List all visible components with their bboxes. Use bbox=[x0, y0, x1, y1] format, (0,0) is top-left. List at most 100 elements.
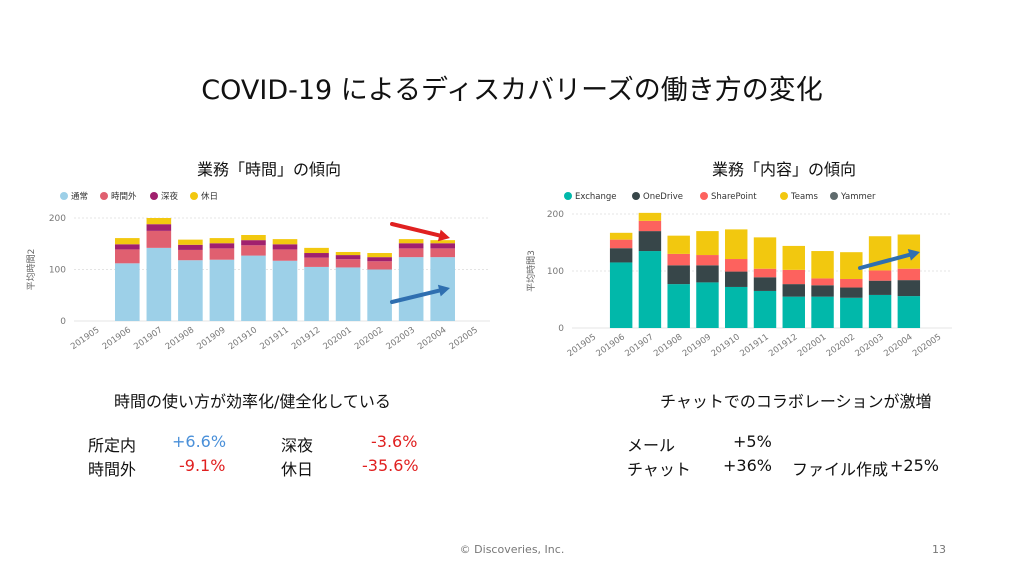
legend-label: 深夜 bbox=[161, 191, 179, 202]
bar-segment bbox=[430, 243, 455, 249]
bar-segment bbox=[398, 248, 424, 258]
bar-segment bbox=[840, 297, 863, 328]
bar-segment bbox=[609, 239, 633, 249]
stat-value-chat: +36% bbox=[723, 456, 772, 475]
stat-label-jikangai: 時間外 bbox=[88, 460, 137, 479]
bar-segment bbox=[753, 277, 777, 291]
bar-segment bbox=[667, 235, 690, 254]
bar-segment bbox=[209, 243, 235, 249]
bar-segment bbox=[178, 260, 203, 321]
bar-segment bbox=[868, 280, 892, 295]
legend-marker bbox=[564, 192, 572, 200]
page-title: COVID-19 によるディスカバリーズの働き方の変化 bbox=[201, 75, 823, 106]
bar-segment bbox=[609, 232, 633, 240]
bar-segment bbox=[209, 259, 235, 321]
x-tick-label: 202003 bbox=[385, 325, 417, 352]
x-tick-label: 202003 bbox=[853, 332, 885, 357]
stat-value-file: +25% bbox=[890, 456, 939, 475]
bar-segment bbox=[398, 257, 424, 321]
legend-marker bbox=[700, 192, 708, 200]
bar-segment bbox=[638, 220, 662, 232]
bar-segment bbox=[725, 271, 748, 287]
legend-marker bbox=[150, 192, 158, 200]
right-caption: チャットでのコラボレーションが激増 bbox=[660, 392, 932, 411]
bar-segment bbox=[609, 262, 633, 328]
bar-segment bbox=[209, 238, 235, 244]
bar-segment bbox=[241, 255, 266, 321]
x-tick-label: 202001 bbox=[796, 332, 828, 357]
bar-segment bbox=[811, 296, 834, 328]
bar-segment bbox=[241, 240, 266, 246]
stat-value-shoteinai: +6.6% bbox=[172, 432, 227, 451]
x-tick-label: 201910 bbox=[227, 325, 259, 352]
bar-segment bbox=[178, 249, 203, 261]
x-tick-label: 202005 bbox=[448, 325, 480, 352]
bar-segment bbox=[335, 255, 361, 260]
y-tick-label: 0 bbox=[60, 317, 66, 327]
legend-marker bbox=[190, 192, 198, 200]
y-tick-label: 100 bbox=[49, 266, 66, 276]
bar-segment bbox=[146, 218, 172, 225]
legend-label: Teams bbox=[790, 192, 818, 202]
bar-segment bbox=[725, 229, 748, 260]
bar-segment bbox=[115, 244, 140, 250]
red-arrow-shaft bbox=[390, 222, 442, 238]
blue-arrow-right-head bbox=[907, 249, 920, 261]
x-tick-label: 201909 bbox=[195, 325, 227, 352]
x-tick-label: 201905 bbox=[566, 332, 598, 357]
y-tick-label: 100 bbox=[547, 267, 564, 277]
bar-segment bbox=[696, 265, 719, 283]
bar-segment bbox=[667, 265, 690, 285]
blue-arrow-right-shaft bbox=[858, 252, 912, 270]
bar-segment bbox=[178, 239, 203, 245]
bar-segment bbox=[146, 224, 172, 231]
x-tick-label: 201912 bbox=[767, 332, 799, 357]
bar-segment bbox=[868, 294, 892, 328]
bar-segment bbox=[753, 268, 777, 278]
stat-value-mail: +5% bbox=[733, 432, 772, 451]
x-tick-label: 201911 bbox=[738, 332, 770, 357]
x-tick-label: 201910 bbox=[710, 332, 742, 357]
bar-segment bbox=[696, 255, 719, 266]
blue-arrow-left-head bbox=[437, 284, 450, 297]
bar-segment bbox=[241, 245, 266, 256]
bar-segment bbox=[178, 244, 203, 250]
bar-segment bbox=[398, 239, 424, 244]
x-tick-label: 201909 bbox=[681, 332, 713, 357]
x-tick-label: 201911 bbox=[258, 325, 290, 352]
bar-segment bbox=[115, 238, 140, 245]
content-chart: 平均時間3 0 100 200 201905 201906 201907 201908 2019… bbox=[520, 182, 960, 361]
stat-label-shinya: 深夜 bbox=[281, 436, 314, 455]
legend-label: Yammer bbox=[840, 192, 876, 202]
legend-label: 休日 bbox=[201, 191, 218, 202]
bar-segment bbox=[335, 251, 361, 256]
bar-segment bbox=[335, 259, 361, 268]
bar-segment bbox=[430, 240, 455, 244]
stat-value-kyujitsu: -35.6% bbox=[362, 456, 419, 475]
bar-segment bbox=[241, 234, 266, 241]
bar-segment bbox=[782, 245, 805, 270]
bar-segment bbox=[304, 266, 329, 321]
left-caption: 時間の使い方が効率化/健全化している bbox=[114, 392, 391, 411]
x-tick-label: 201907 bbox=[623, 332, 655, 357]
bar-segment bbox=[304, 257, 329, 267]
bar-segment bbox=[782, 296, 805, 328]
y-axis-label: 平均時間2 bbox=[25, 249, 37, 291]
bar-segment bbox=[304, 247, 329, 254]
bar-segment bbox=[209, 248, 235, 260]
y-axis-label: 平均時間3 bbox=[525, 250, 537, 292]
legend-label: OneDrive bbox=[643, 192, 683, 202]
bar-segment bbox=[609, 248, 633, 263]
x-tick-label: 202005 bbox=[911, 332, 943, 357]
bar-segment bbox=[638, 251, 662, 328]
bar-segment bbox=[367, 261, 392, 270]
stat-value-shinya: -3.6% bbox=[371, 432, 418, 451]
y-tick-label: 0 bbox=[558, 324, 564, 334]
bar-segment bbox=[753, 237, 777, 269]
legend-label: 通常 bbox=[71, 191, 88, 202]
bar-segment bbox=[430, 248, 455, 258]
x-tick-label: 201906 bbox=[595, 332, 627, 357]
bar-segment bbox=[667, 253, 690, 266]
bar-segment bbox=[897, 268, 921, 281]
bar-segment bbox=[335, 267, 361, 321]
